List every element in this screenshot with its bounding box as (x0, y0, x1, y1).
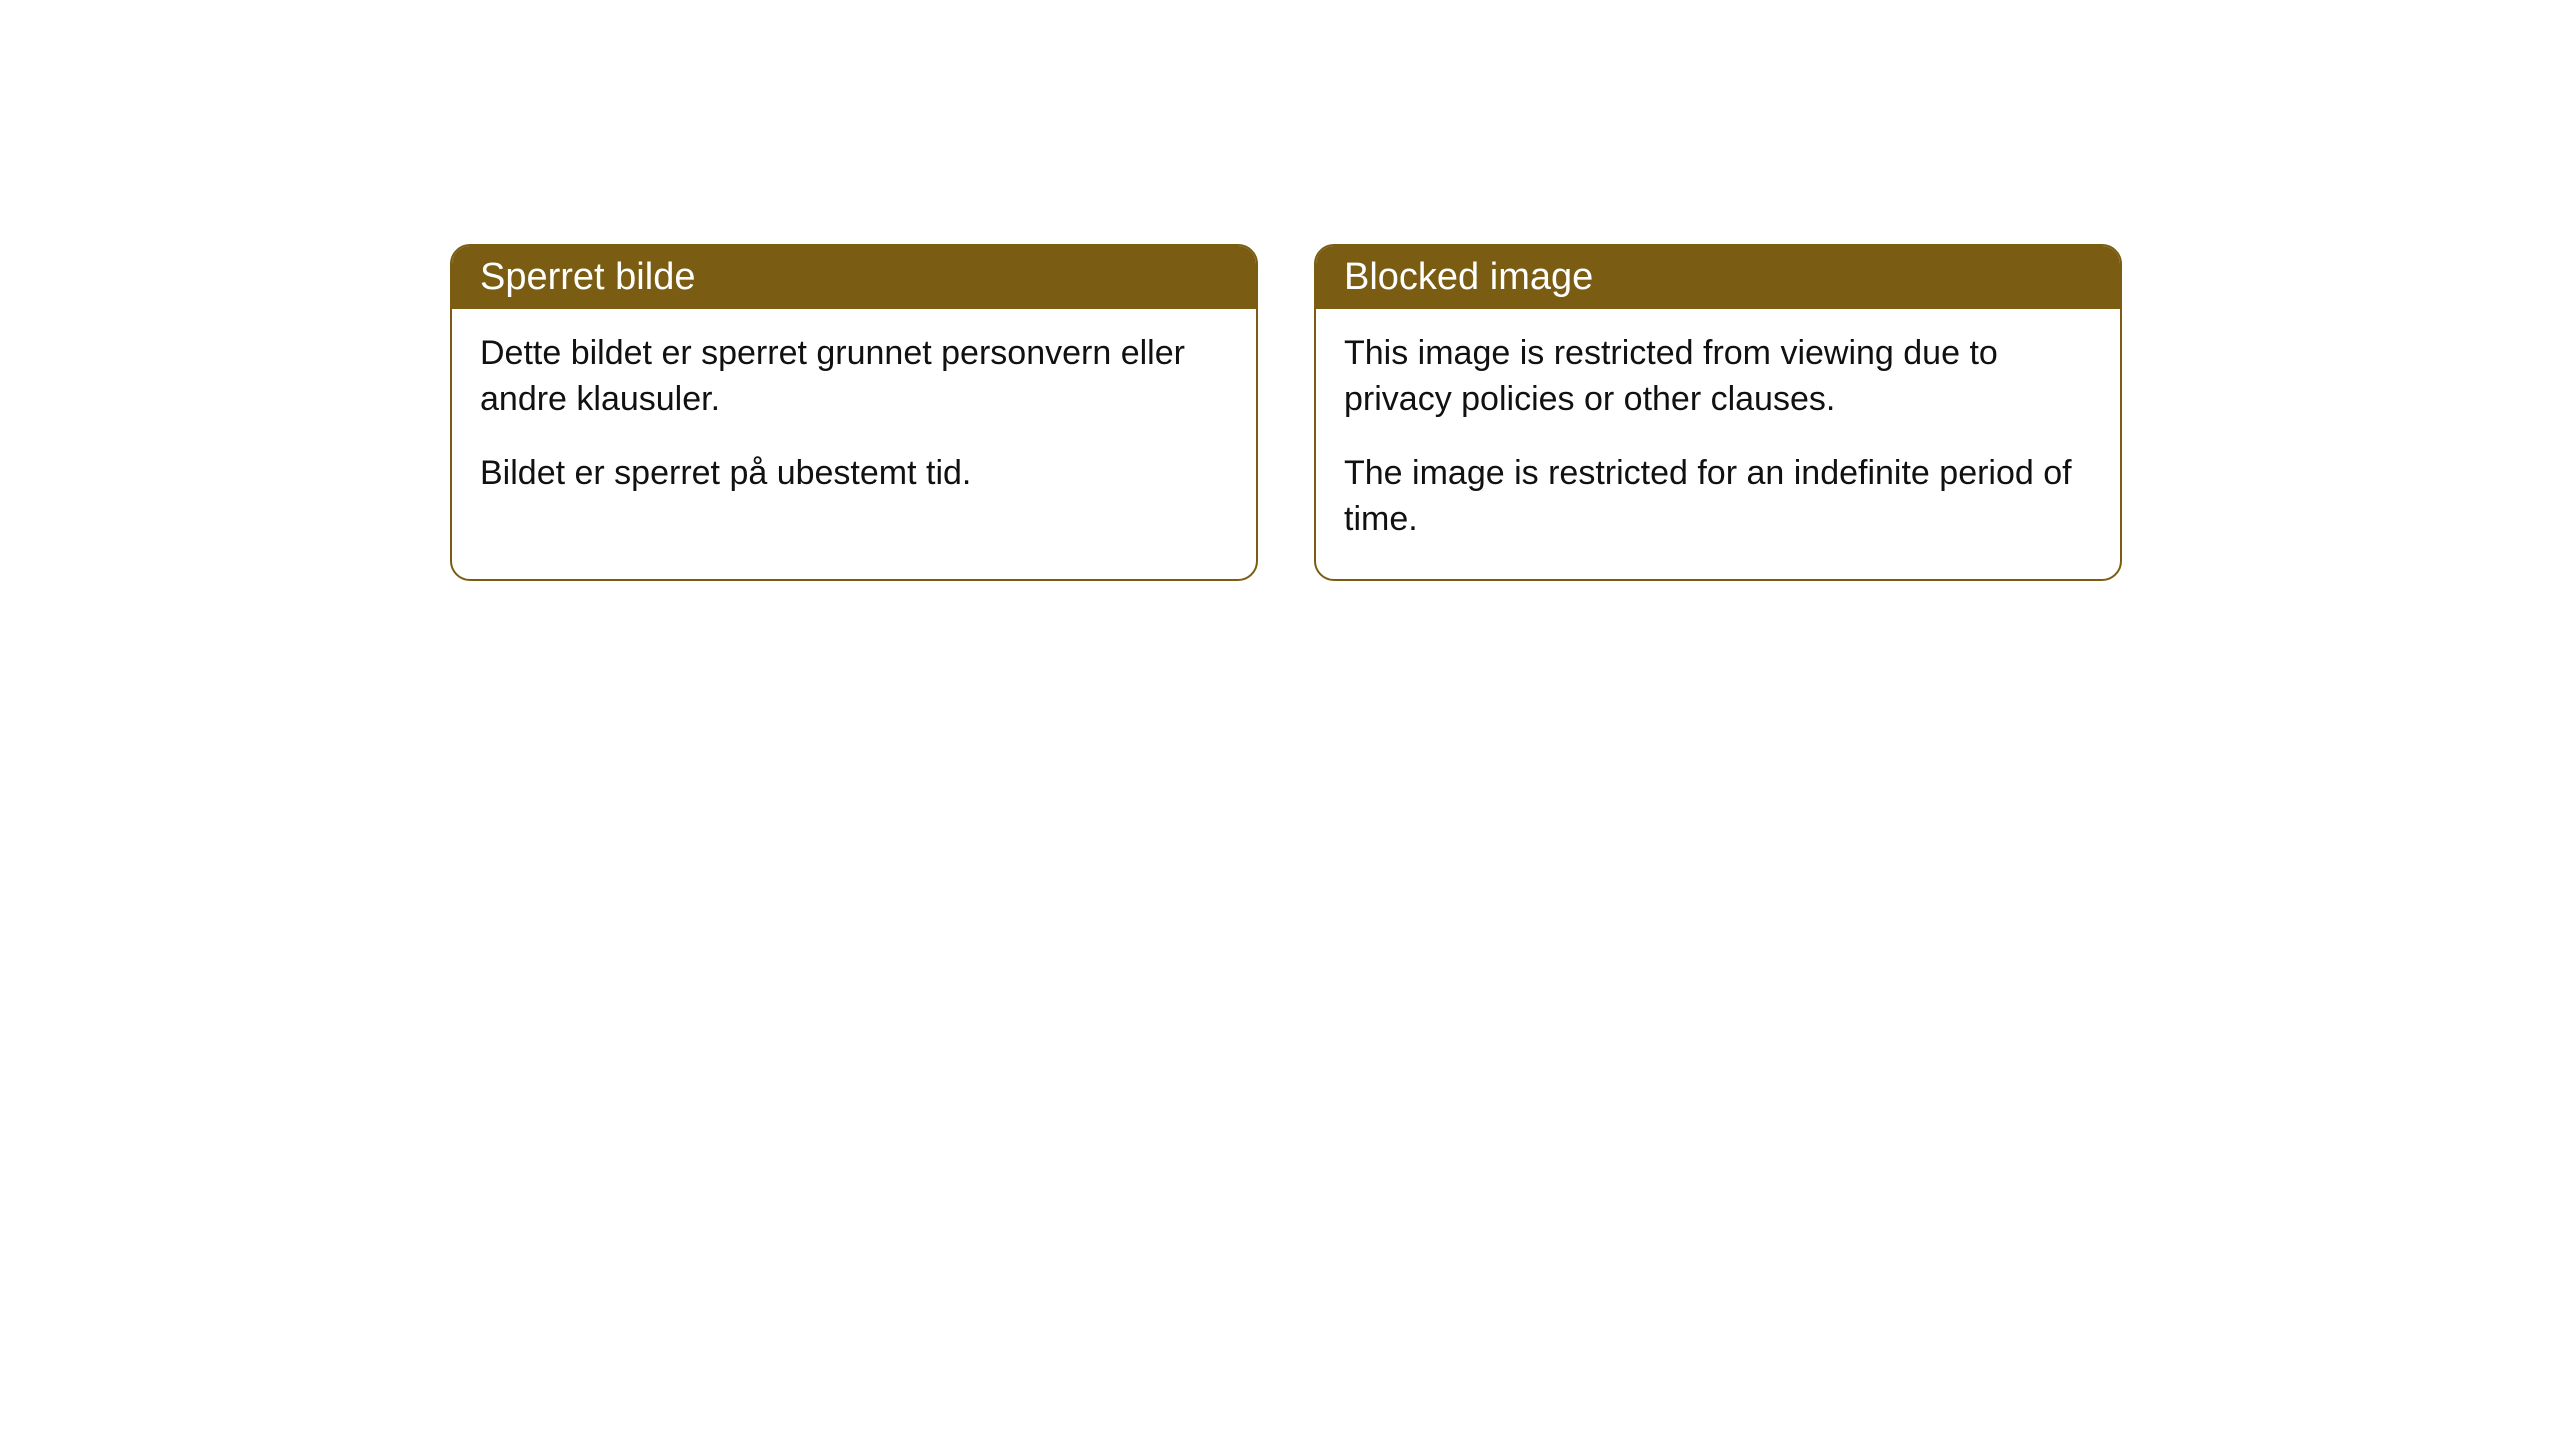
card-header-english: Blocked image (1316, 246, 2120, 309)
notice-container: Sperret bilde Dette bildet er sperret gr… (0, 0, 2560, 581)
card-title-english: Blocked image (1344, 256, 1593, 298)
card-body-norwegian: Dette bildet er sperret grunnet personve… (452, 309, 1256, 533)
card-header-norwegian: Sperret bilde (452, 246, 1256, 309)
card-paragraph-1-english: This image is restricted from viewing du… (1344, 331, 2092, 423)
card-paragraph-2-english: The image is restricted for an indefinit… (1344, 451, 2092, 543)
blocked-image-card-english: Blocked image This image is restricted f… (1314, 244, 2122, 581)
card-paragraph-1-norwegian: Dette bildet er sperret grunnet personve… (480, 331, 1228, 423)
card-body-english: This image is restricted from viewing du… (1316, 309, 2120, 579)
blocked-image-card-norwegian: Sperret bilde Dette bildet er sperret gr… (450, 244, 1258, 581)
card-title-norwegian: Sperret bilde (480, 256, 695, 298)
card-paragraph-2-norwegian: Bildet er sperret på ubestemt tid. (480, 451, 1228, 497)
